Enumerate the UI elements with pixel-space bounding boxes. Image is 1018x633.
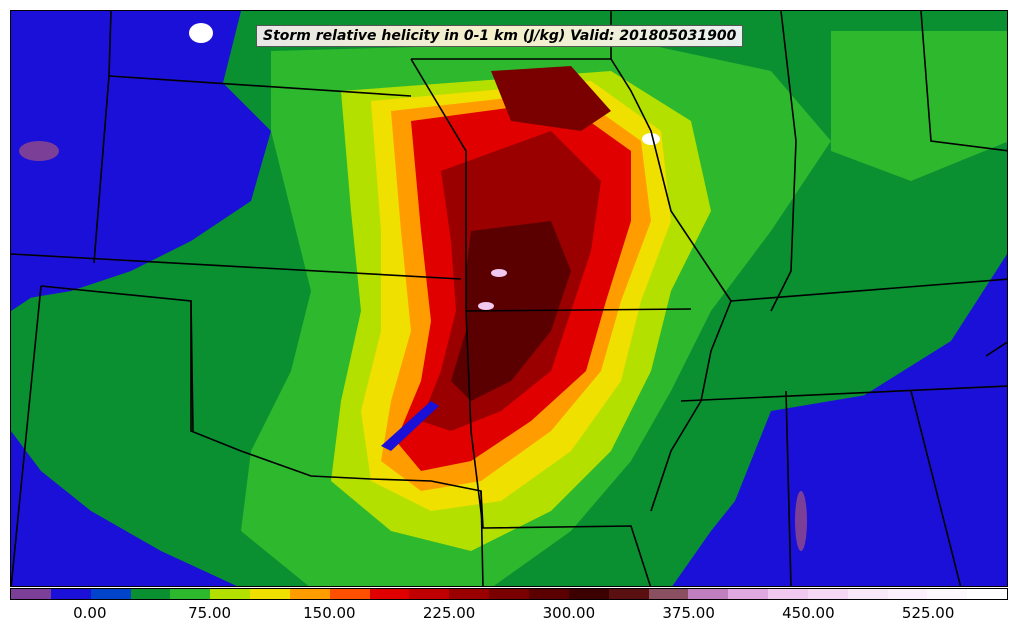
- colorbar-segment: [90, 589, 131, 599]
- colorbar-segment: [768, 589, 808, 599]
- colorbar-segment: [927, 589, 968, 599]
- map-title: Storm relative helicity in 0-1 km (J/kg)…: [256, 25, 744, 47]
- colorbar-segment: [608, 589, 649, 599]
- colorbar-tick-label: 525.00: [901, 604, 955, 622]
- colorbar-segment: [728, 589, 769, 599]
- colorbar-tick-label: 0.00: [73, 604, 107, 622]
- color-scale-ticks: 0.00 75.00 150.00 225.00 300.00 375.00 450.00 5…: [10, 600, 1008, 633]
- purple-spot-se: [795, 491, 807, 551]
- pink-spot-2: [478, 302, 494, 310]
- colorbar-segment: [807, 589, 848, 599]
- colorbar-segment: [847, 589, 888, 599]
- blue-streak-sw: [381, 401, 439, 451]
- blue-west-region: [11, 51, 271, 301]
- purple-spot-w: [19, 141, 59, 161]
- colorbar-segment: [210, 589, 251, 599]
- map-panel: Storm relative helicity in 0-1 km (J/kg)…: [10, 10, 1008, 587]
- colorbar-segment: [409, 589, 450, 599]
- state-boundaries: [11, 11, 1007, 586]
- colorbar-tick-label: 75.00: [188, 604, 232, 622]
- colorbar-segment: [329, 589, 370, 599]
- colorbar-segment: [568, 589, 609, 599]
- colorbar-tick-label: 450.00: [782, 604, 835, 622]
- blue-southeast-region: [711, 371, 1007, 586]
- colorbar-segment: [967, 589, 1008, 599]
- dark-red-north: [491, 66, 611, 131]
- colorbar-segment: [250, 589, 290, 599]
- colorbar-segment: [369, 589, 410, 599]
- pink-spot-1: [491, 269, 507, 277]
- colorbar-segment: [887, 589, 928, 599]
- colorbar-segment: [688, 589, 729, 599]
- colorbar-segment: [130, 589, 171, 599]
- colorbar-segment: [289, 589, 330, 599]
- colorbar-segment: [50, 589, 91, 599]
- colorbar-segment: [449, 589, 490, 599]
- helicity-map: [11, 11, 1007, 586]
- colorbar-segment: [489, 589, 529, 599]
- colorbar-segment: [11, 589, 51, 599]
- colorbar-tick-label: 300.00: [542, 604, 596, 622]
- colorbar-segment: [648, 589, 689, 599]
- white-spot-nw: [189, 23, 213, 43]
- light-green-northeast: [831, 31, 1007, 181]
- colorbar-tick-label: 150.00: [303, 604, 356, 622]
- colorbar-segment: [528, 589, 569, 599]
- white-spot-ne: [642, 133, 660, 145]
- colorbar-tick-label: 225.00: [422, 604, 476, 622]
- colorbar-tick-label: 375.00: [662, 604, 715, 622]
- colorbar-segment: [170, 589, 211, 599]
- color-scale-bar: [10, 588, 1008, 600]
